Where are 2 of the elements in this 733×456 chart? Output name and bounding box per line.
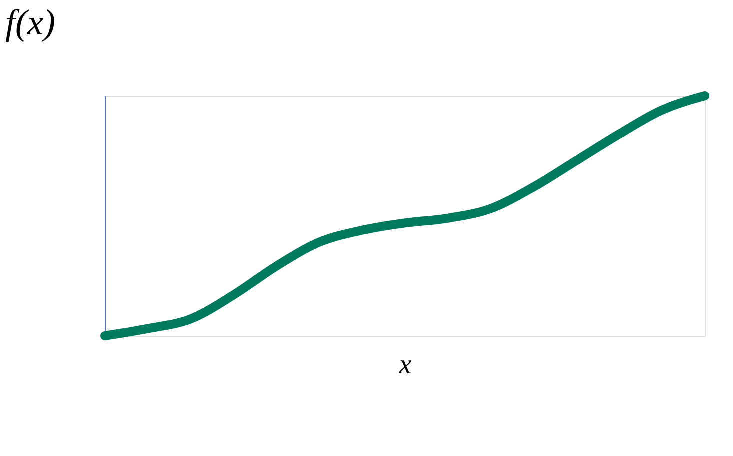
y-axis-title: f(x): [6, 2, 56, 42]
x-axis-title: x: [398, 350, 412, 380]
